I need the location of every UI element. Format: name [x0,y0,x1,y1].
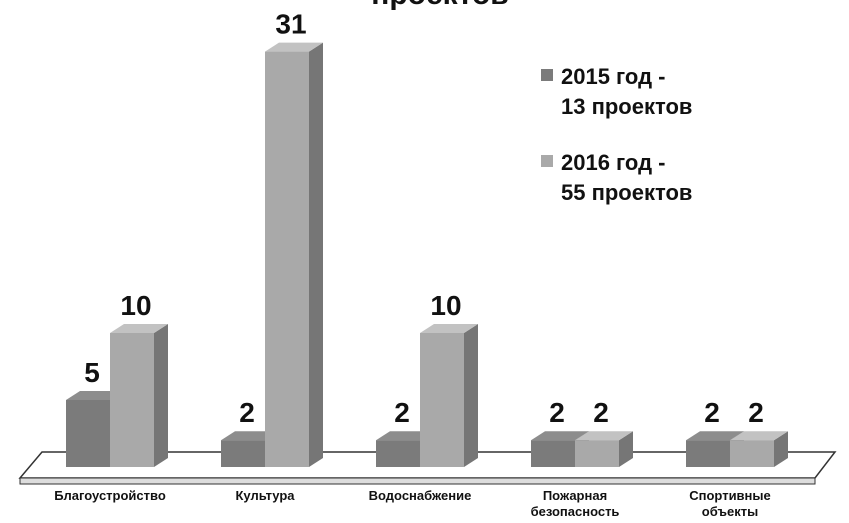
chart-title: проектов [371,0,509,11]
bar [265,42,323,467]
value-label: 2 [593,397,609,428]
x-tick-label: Спортивные объекты [689,488,771,519]
value-label: 2 [394,397,410,428]
bar-top [531,431,589,441]
bar-front [66,400,110,467]
value-label: 2 [748,397,764,428]
bar [575,431,633,467]
value-label: 2 [549,397,565,428]
bar-front [686,440,730,467]
bar-front [110,333,154,467]
value-label: 10 [430,290,461,321]
bar-top [420,324,478,333]
legend-label: 2016 год -55 проектов [561,150,692,205]
bar-front [265,51,309,467]
bar-front [221,440,265,467]
value-label: 2 [704,397,720,428]
bar [110,324,168,467]
legend-label: 2015 год -13 проектов [561,64,692,119]
bar-side [154,324,168,467]
bar-front [531,440,575,467]
value-label: 31 [275,9,306,40]
bar-top [686,431,744,441]
bar-top [730,431,788,441]
bar-top [66,391,124,400]
legend-swatch [541,155,553,167]
x-tick-label: Культура [235,488,295,503]
bar [420,324,478,467]
bar-top [376,431,434,441]
bar-side [619,431,633,467]
bar-top [575,431,633,441]
bar-side [774,431,788,467]
value-label: 2 [239,397,255,428]
legend-swatch [541,69,553,81]
bar-top [110,324,168,333]
value-label: 10 [120,290,151,321]
bar [730,431,788,467]
floor-edge [19,477,816,485]
x-tick-label: Водоснабжение [369,488,472,503]
bar-front [420,333,464,467]
x-tick-label: Благоустройство [54,488,166,503]
bar-front [730,440,774,467]
bar-front [376,440,420,467]
bar-top [265,42,323,52]
bar-side [464,324,478,467]
bar-front [575,440,619,467]
value-label: 5 [84,357,100,388]
bar-side [309,42,323,467]
x-tick-label: Пожарная безопасность [531,488,620,519]
bar-top [221,431,279,441]
